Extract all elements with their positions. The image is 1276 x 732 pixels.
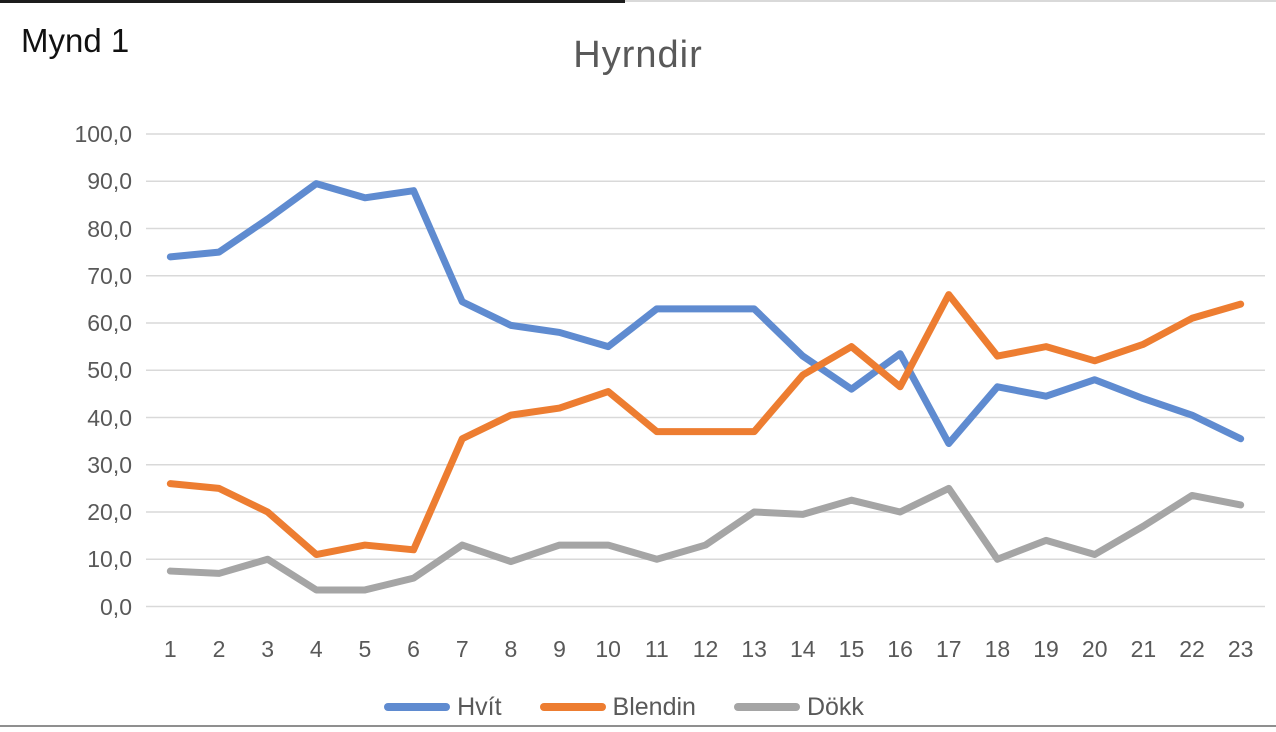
y-tick-label: 40,0: [87, 404, 132, 431]
x-tick-label: 22: [1179, 636, 1205, 662]
x-tick-label: 7: [455, 636, 469, 662]
x-tick-label: 18: [984, 636, 1011, 662]
y-tick-label: 0,0: [100, 593, 132, 620]
chart-title: Hyrndir: [573, 34, 703, 76]
x-tick-label: 5: [358, 636, 372, 662]
top-border-light: [625, 0, 1276, 2]
x-tick-label: 10: [595, 636, 621, 662]
y-tick-label: 50,0: [87, 357, 132, 384]
figure-label: Mynd 1: [21, 22, 130, 59]
legend-item-Hvít: Hvít: [384, 692, 502, 722]
y-tick-label: 10,0: [87, 546, 132, 573]
x-tick-label: 3: [261, 636, 275, 662]
bottom-border: [0, 725, 1276, 727]
x-tick-label: 9: [553, 636, 566, 662]
chart-legend: Hvít Blendin Dökk: [0, 691, 1262, 723]
x-tick-label: 8: [504, 636, 518, 662]
x-tick-label: 13: [741, 636, 767, 662]
x-tick-label: 1: [163, 636, 177, 662]
y-tick-label: 60,0: [87, 310, 132, 336]
legend-item-Blendin: Blendin: [539, 692, 696, 722]
x-tick-label: 17: [935, 636, 962, 662]
x-tick-label: 12: [692, 636, 719, 662]
series-line-Hvít: [166, 180, 1245, 447]
y-tick-label: 100,0: [74, 121, 132, 147]
legend-swatch-icon: [539, 703, 606, 711]
legend-label: Blendin: [612, 692, 696, 721]
y-tick-label: 70,0: [87, 262, 132, 289]
legend-item-Dökk: Dökk: [733, 692, 864, 722]
series-line-Blendin: [166, 291, 1245, 559]
legend-label: Dökk: [806, 692, 864, 721]
x-tick-label: 15: [838, 636, 865, 662]
x-tick-label: 6: [407, 636, 420, 662]
series-line-Dökk: [166, 484, 1245, 594]
x-tick-label: 11: [644, 636, 669, 662]
x-tick-label: 16: [887, 636, 913, 662]
y-tick-label: 80,0: [87, 215, 132, 242]
x-tick-label: 20: [1081, 636, 1108, 662]
legend-swatch-icon: [733, 703, 800, 711]
y-tick-label: 30,0: [87, 451, 132, 478]
x-tick-label: 4: [309, 636, 323, 662]
legend-label: Hvít: [457, 692, 502, 721]
x-tick-label: 23: [1227, 636, 1254, 662]
y-tick-label: 90,0: [87, 168, 132, 195]
legend-swatch-icon: [384, 703, 451, 711]
x-tick-label: 2: [212, 636, 226, 662]
y-tick-label: 20,0: [87, 499, 132, 525]
top-border-dark: [0, 0, 625, 3]
x-tick-label: 19: [1033, 636, 1059, 662]
x-tick-label: 14: [790, 636, 816, 662]
x-tick-label: 21: [1130, 636, 1157, 662]
